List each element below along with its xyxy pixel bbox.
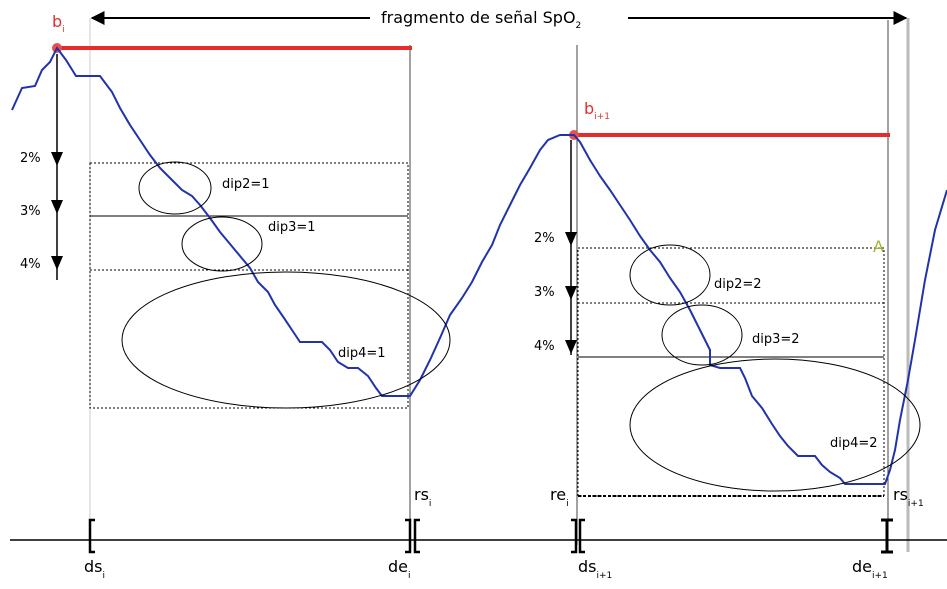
bi-label: bi (52, 12, 65, 35)
right-arrowhead-4pct (565, 340, 577, 354)
left-threshold-4pct: 4% (20, 257, 41, 272)
rs-i1-label: rsi+1 (893, 485, 924, 509)
right-dip2-ellipse (629, 244, 711, 306)
ds-i-bracket (88, 518, 95, 554)
ds-i1-bracket (578, 518, 585, 554)
right-threshold-3pct: 3% (534, 285, 555, 300)
right-arrowhead-2pct (565, 232, 577, 246)
de-i1-bracket (881, 518, 893, 554)
left-arrowhead-2pct (51, 152, 63, 166)
right-threshold-2pct: 2% (534, 231, 555, 246)
left-dip3-ellipse (181, 216, 263, 272)
spo2-signal (11, 46, 947, 485)
right-dip4-label: dip4=2 (830, 436, 878, 451)
right-arrowhead-3pct (565, 286, 577, 300)
rs-i-label: rsi (414, 485, 431, 509)
right-dip3-label: dip3=2 (752, 332, 800, 347)
left-dip4-ellipse (121, 271, 451, 409)
left-arrowhead-4pct (51, 256, 63, 270)
de-i1-label: dei+1 (852, 557, 888, 581)
right-threshold-4pct: 4% (534, 339, 555, 354)
left-dip2-label: dip2=1 (222, 177, 270, 192)
right-dip4-ellipse (629, 358, 921, 492)
ds-i1-label: dsi+1 (578, 557, 612, 581)
right-dip-region (577, 247, 885, 497)
left-dip3-label: dip3=1 (268, 220, 316, 235)
de-i-label: dei (388, 557, 411, 581)
marker-a: A (873, 237, 884, 256)
left-arrowhead-3pct (51, 200, 63, 214)
left-dip-region (89, 162, 409, 409)
fragment-title: fragmento de señal SpO2 (381, 8, 581, 31)
left-threshold-2pct: 2% (20, 151, 41, 166)
bi1-label: bi+1 (584, 99, 610, 122)
left-threshold-3pct: 3% (20, 204, 41, 219)
de-i-bracket (405, 518, 412, 554)
right-dip3-ellipse (661, 304, 743, 366)
left-dip4-label: dip4=1 (338, 346, 386, 361)
re-i-bracket (571, 518, 578, 554)
re-i-label: rei (550, 485, 569, 509)
ds-i-label: dsi (84, 557, 105, 581)
left-dip2-ellipse (138, 161, 212, 215)
rs-i-bracket (413, 518, 420, 554)
right-dip2-label: dip2=2 (714, 277, 762, 292)
